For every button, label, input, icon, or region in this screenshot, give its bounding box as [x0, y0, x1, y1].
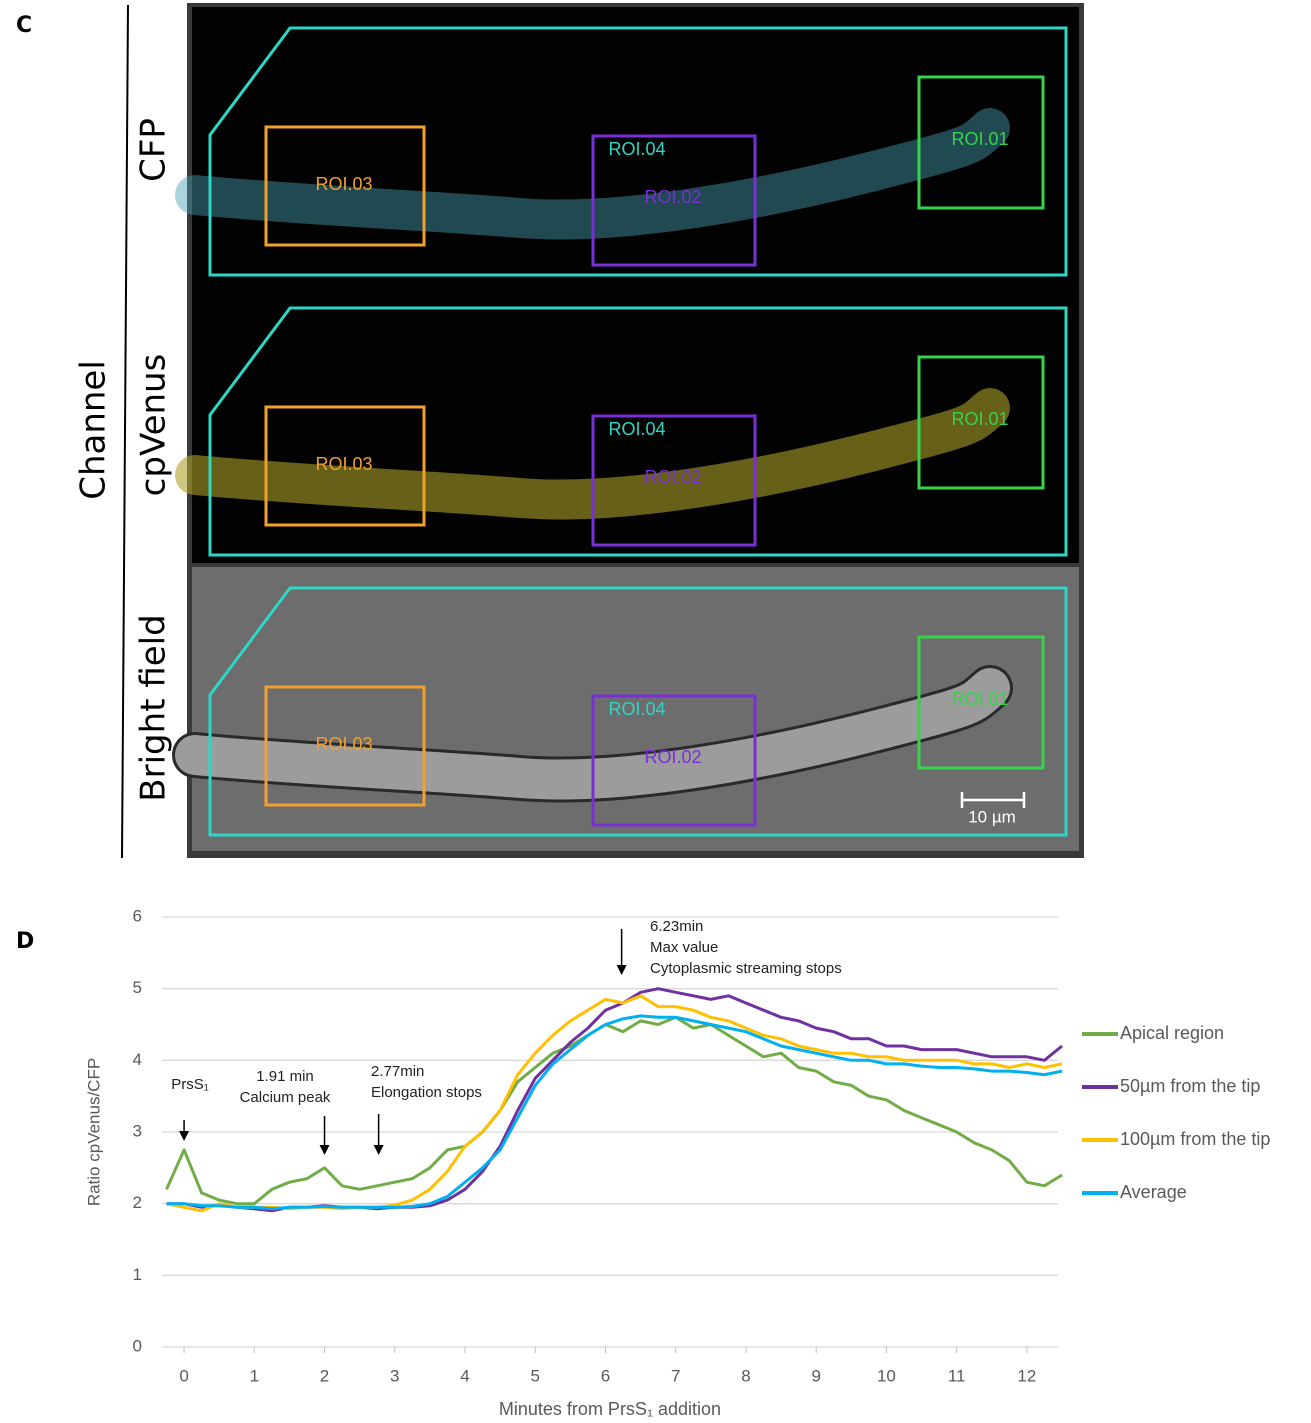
arrow-head [320, 1145, 330, 1155]
channel-label: Bright field [134, 614, 174, 801]
y-tick-label: 0 [133, 1336, 142, 1355]
scale-bar-label: 10 µm [968, 807, 1016, 826]
y-tick-label: 4 [133, 1050, 142, 1069]
legend-label: Apical region [1120, 1023, 1224, 1043]
x-tick-label: 0 [179, 1366, 188, 1385]
roi-label: ROI.04 [608, 699, 665, 719]
roi-label: ROI.04 [608, 419, 665, 439]
arrow-head [374, 1145, 384, 1155]
y-axis-title: Ratio cpVenus/CFP [84, 1058, 103, 1206]
x-tick-label: 4 [460, 1366, 469, 1385]
annotation: 1.91 min [256, 1068, 314, 1085]
x-tick-label: 9 [811, 1366, 820, 1385]
x-axis-title: Minutes from PrsS₁ addition [499, 1399, 721, 1419]
panel-label: C [16, 13, 32, 38]
x-tick-label: 3 [390, 1366, 399, 1385]
y-tick-label: 1 [133, 1265, 142, 1284]
roi-label: ROI.03 [315, 734, 372, 754]
x-tick-label: 12 [1017, 1366, 1036, 1385]
channel-label: cpVenus [134, 354, 174, 497]
annotation: Elongation stops [371, 1084, 482, 1101]
roi-label: ROI.02 [644, 467, 701, 487]
y-tick-label: 2 [133, 1193, 142, 1212]
x-tick-label: 5 [531, 1366, 540, 1385]
roi-label: ROI.03 [315, 174, 372, 194]
x-tick-label: 1 [250, 1366, 259, 1385]
x-tick-label: 10 [877, 1366, 896, 1385]
annotation: 2.77min [371, 1063, 424, 1080]
roi-label: ROI.01 [951, 409, 1008, 429]
arrow-head [617, 965, 627, 975]
annotation: PrsS₁ [171, 1076, 209, 1093]
y-tick-label: 5 [133, 978, 142, 997]
panel-label: D [16, 929, 34, 954]
legend-label: 100µm from the tip [1120, 1129, 1270, 1149]
roi-label: ROI.01 [951, 689, 1008, 709]
annotation: Calcium peak [240, 1089, 331, 1106]
x-tick-label: 6 [601, 1366, 610, 1385]
x-tick-label: 11 [948, 1366, 966, 1385]
figure: C Channel ROI.03 ROI.04 ROI.02 ROI.01 CFP ROI… [0, 0, 1311, 1423]
arrow-head [179, 1131, 189, 1141]
y-tick-label: 3 [133, 1121, 142, 1140]
roi-label: ROI.01 [951, 129, 1008, 149]
channel-label: CFP [134, 118, 174, 182]
x-tick-label: 7 [671, 1366, 680, 1385]
annotation: 6.23min [650, 918, 703, 935]
roi-label: ROI.02 [644, 187, 701, 207]
divider [122, 5, 128, 858]
roi-label: ROI.03 [315, 454, 372, 474]
y-tick-label: 6 [133, 906, 142, 925]
group-label: Channel [74, 360, 114, 500]
legend-label: 50µm from the tip [1120, 1076, 1260, 1096]
annotation: Cytoplasmic streaming stops [650, 960, 842, 977]
roi-label: ROI.02 [644, 747, 701, 767]
roi-label: ROI.04 [608, 139, 665, 159]
legend-label: Average [1120, 1182, 1187, 1202]
series-line [167, 1017, 1063, 1203]
annotation: Max value [650, 939, 718, 956]
x-tick-label: 8 [741, 1366, 750, 1385]
x-tick-label: 2 [320, 1366, 329, 1385]
